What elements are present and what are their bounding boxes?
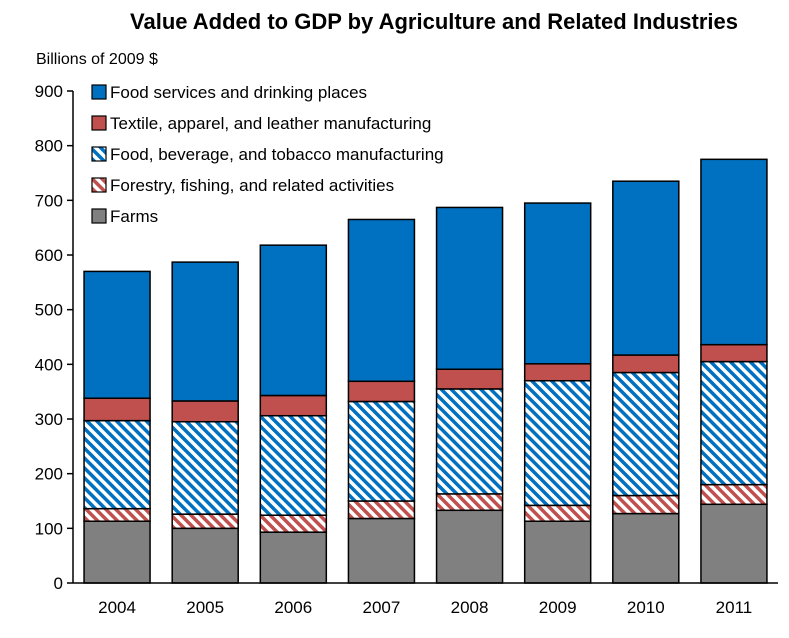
x-tick-label: 2007: [363, 598, 401, 617]
bar-2004-series-4: [83, 270, 151, 399]
bar-2005-series-4: [171, 261, 239, 402]
y-axis-unit-label: Billions of 2009 $: [36, 51, 158, 68]
bar-2010-series-1: [612, 494, 680, 515]
legend-label: Farms: [110, 207, 158, 226]
bars-layer: [83, 158, 768, 584]
bar-2010-series-2: [612, 371, 680, 497]
bar-2009-series-3: [523, 363, 592, 382]
bar-2007-series-0: [347, 517, 416, 584]
bar-2008-series-2: [435, 388, 504, 495]
bar-2007-series-1: [347, 500, 416, 520]
bar-2008-series-1: [435, 493, 504, 512]
x-tick-label: 2006: [274, 598, 312, 617]
bar-2010-series-4: [612, 180, 680, 356]
bar-2009-series-4: [523, 202, 592, 365]
bar-2004-series-0: [83, 520, 151, 584]
bar-2005-series-1: [171, 513, 239, 530]
bar-2011-series-2: [700, 360, 768, 486]
legend-label: Food, beverage, and tobacco manufacturin…: [110, 145, 444, 164]
bar-2006-series-1: [259, 514, 328, 533]
y-tick-label: 0: [54, 574, 63, 593]
legend-swatch: [91, 177, 107, 193]
bar-2010-series-0: [612, 512, 680, 584]
y-tick-label: 500: [35, 301, 63, 320]
legend-swatch: [91, 115, 107, 131]
bar-2004-series-3: [83, 397, 151, 422]
legend-swatch: [91, 84, 107, 100]
legend: Food services and drinking places Textile…: [91, 83, 444, 226]
bar-2007-series-3: [347, 380, 416, 403]
bar-2005-series-3: [171, 400, 239, 423]
y-tick-label: 300: [35, 410, 63, 429]
bar-2008-series-0: [435, 509, 504, 584]
bar-2004-series-2: [83, 419, 151, 510]
x-tick-label: 2008: [451, 598, 489, 617]
bar-2005-series-0: [171, 527, 239, 584]
y-tick-label: 200: [35, 465, 63, 484]
bar-2007-series-2: [347, 400, 416, 502]
x-tick-label: 2004: [98, 598, 136, 617]
bar-2008-series-3: [435, 368, 504, 390]
y-tick-label: 100: [35, 519, 63, 538]
bar-2006-series-4: [259, 244, 328, 397]
bar-2009-series-1: [523, 504, 592, 522]
legend-swatch: [91, 146, 107, 162]
bar-2011-series-3: [700, 343, 768, 363]
bar-2009-series-0: [523, 520, 592, 584]
x-tick-label: 2010: [627, 598, 665, 617]
bar-2010-series-3: [612, 354, 680, 374]
bar-2008-series-4: [435, 206, 504, 370]
axes-layer: 0 100 200 300 400 500 600 700 800 900 2004 2005 2006…: [35, 82, 778, 617]
bar-2007-series-4: [347, 218, 416, 383]
bar-2011-series-4: [700, 158, 768, 346]
x-tick-label: 2011: [716, 598, 753, 617]
bar-2006-series-3: [259, 394, 328, 417]
y-tick-label: 400: [35, 355, 63, 374]
bar-2006-series-2: [259, 414, 328, 516]
legend-label: Textile, apparel, and leather manufactur…: [110, 114, 431, 133]
bar-2005-series-2: [171, 420, 239, 515]
bar-2006-series-0: [259, 531, 328, 584]
legend-label: Food services and drinking places: [110, 83, 367, 102]
y-tick-label: 600: [35, 246, 63, 265]
y-tick-label: 800: [35, 137, 63, 156]
y-tick-label: 700: [35, 191, 63, 210]
y-tick-label: 900: [35, 82, 63, 101]
legend-label: Forestry, fishing, and related activitie…: [110, 176, 394, 195]
x-tick-label: 2009: [539, 598, 577, 617]
x-tick-label: 2005: [186, 598, 224, 617]
legend-swatch: [91, 208, 107, 224]
bar-2009-series-2: [523, 379, 592, 507]
bar-2011-series-1: [700, 483, 768, 506]
bar-2011-series-0: [700, 503, 768, 584]
chart-title: Value Added to GDP by Agriculture and Re…: [130, 9, 738, 34]
bar-2004-series-1: [83, 507, 151, 522]
